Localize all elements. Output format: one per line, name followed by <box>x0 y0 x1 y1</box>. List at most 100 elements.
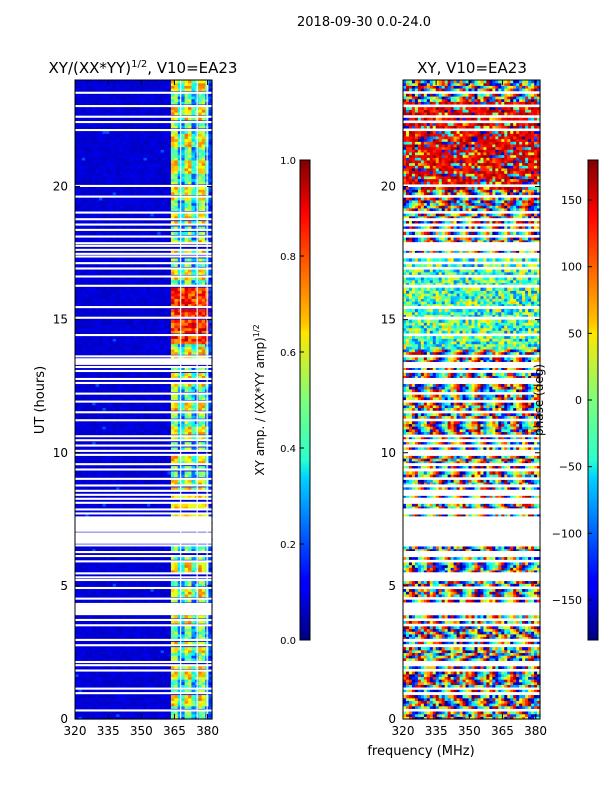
left-heatmap-cell <box>201 679 206 683</box>
left-heatmap-cell <box>153 466 158 470</box>
left-heatmap-cell <box>188 689 193 693</box>
left-heatmap-cell <box>160 436 165 441</box>
left-heatmap-cell <box>105 636 110 640</box>
left-heatmap-cell <box>167 580 172 584</box>
left-heatmap-cell <box>122 231 127 236</box>
left-heatmap-cell <box>98 442 104 446</box>
left-heatmap-cell <box>143 684 148 688</box>
left-heatmap-cell <box>201 673 206 677</box>
left-heatmap-cell <box>116 460 121 464</box>
left-heatmap-cell <box>136 657 141 662</box>
left-heatmap-cell <box>105 583 110 587</box>
left-heatmap-cell <box>122 474 127 478</box>
left-heatmap-cell <box>126 588 131 592</box>
left-heatmap-cell <box>153 460 158 464</box>
left-heatmap-cell <box>133 633 138 638</box>
left-heatmap-cell <box>153 287 158 291</box>
left-heatmap-cell <box>126 593 131 598</box>
left-heatmap-cell <box>157 711 162 715</box>
left-heatmap-cell <box>150 503 155 507</box>
left-heatmap-cell <box>157 460 162 464</box>
left-heatmap-cell <box>150 466 155 470</box>
left-heatmap-cell <box>129 599 134 603</box>
left-heatmap-cell <box>201 593 206 598</box>
left-heatmap-cell <box>98 615 104 619</box>
left-heatmap-cell <box>153 711 158 715</box>
left-heatmap-cell <box>188 703 193 707</box>
left-heatmap-cell <box>143 436 148 441</box>
left-heatmap-cell <box>78 591 83 595</box>
left-heatmap-cell <box>95 513 100 518</box>
left-heatmap-cell <box>75 287 80 291</box>
left-heatmap-cell <box>136 466 141 470</box>
left-heatmap-cell <box>133 460 138 464</box>
left-heatmap-cell <box>198 583 203 587</box>
left-heatmap-cell <box>153 569 158 574</box>
left-heatmap-cell <box>201 652 206 656</box>
left-heatmap-cell <box>109 569 114 574</box>
left-heatmap-cell <box>102 716 107 720</box>
left-heatmap-cell <box>170 633 175 638</box>
left-heatmap-cell <box>146 455 151 459</box>
left-heatmap-cell <box>174 649 179 654</box>
left-heatmap-cell <box>177 436 182 441</box>
left-heatmap-cell <box>164 545 169 550</box>
left-heatmap-cell <box>140 649 145 654</box>
left-heatmap-cell <box>119 689 124 693</box>
left-heatmap-cell <box>98 588 104 592</box>
left-heatmap-cell <box>112 676 117 680</box>
left-heatmap-cell <box>119 671 124 675</box>
left-heatmap-cell <box>157 567 162 571</box>
left-heatmap-cell <box>157 649 162 654</box>
left-heatmap-cell <box>201 561 206 566</box>
left-heatmap-cell <box>78 506 83 510</box>
left-heatmap-cell <box>146 431 151 435</box>
left-heatmap-cell <box>85 671 90 675</box>
left-heatmap-cell <box>177 479 182 483</box>
left-heatmap-cell <box>109 548 114 552</box>
left-heatmap-cell <box>191 665 196 670</box>
left-heatmap-cell <box>146 495 151 499</box>
left-heatmap-cell <box>191 657 196 662</box>
left-heatmap-cell <box>105 231 110 236</box>
left-heatmap-cell <box>164 436 169 441</box>
left-heatmap-cell <box>88 466 93 470</box>
left-heatmap-cell <box>157 684 162 688</box>
left-heatmap-cell <box>119 628 124 632</box>
left-heatmap-cell <box>140 647 145 651</box>
left-heatmap-cell <box>109 689 114 693</box>
left-heatmap-cell <box>201 591 206 595</box>
left-heatmap-cell <box>150 482 155 486</box>
left-heatmap-cell <box>150 695 155 699</box>
left-heatmap-cell <box>150 615 155 619</box>
left-heatmap-cell <box>88 628 93 632</box>
left-heatmap-cell <box>208 580 213 584</box>
left-heatmap-cell <box>133 583 138 587</box>
left-heatmap-cell <box>174 474 179 478</box>
left-heatmap-cell <box>112 564 117 568</box>
left-heatmap-cell <box>129 442 134 446</box>
left-heatmap-cell <box>105 615 110 619</box>
left-heatmap-cell <box>129 471 134 475</box>
left-heatmap-cell <box>174 548 179 552</box>
left-heatmap-cell <box>157 479 162 483</box>
left-heatmap-cell <box>119 636 124 640</box>
left-heatmap-cell <box>85 649 90 654</box>
left-heatmap-cell <box>174 506 179 510</box>
left-heatmap-cell <box>75 697 80 701</box>
left-heatmap-cell <box>167 564 172 568</box>
left-heatmap-cell <box>146 631 151 635</box>
left-heatmap-cell <box>191 458 196 462</box>
left-heatmap-cell <box>92 689 97 693</box>
left-heatmap-cell <box>201 628 206 632</box>
left-heatmap-cell <box>109 593 114 598</box>
left-heatmap-cell <box>133 711 138 715</box>
left-heatmap-cell <box>133 700 138 704</box>
left-heatmap-cell <box>112 649 117 654</box>
left-heatmap-cell <box>170 487 175 491</box>
left-heatmap-cell <box>102 628 107 632</box>
left-heatmap-cell <box>92 487 97 491</box>
left-heatmap-cell <box>88 513 93 518</box>
left-heatmap-cell <box>102 625 107 630</box>
left-heatmap-cell <box>201 431 206 435</box>
